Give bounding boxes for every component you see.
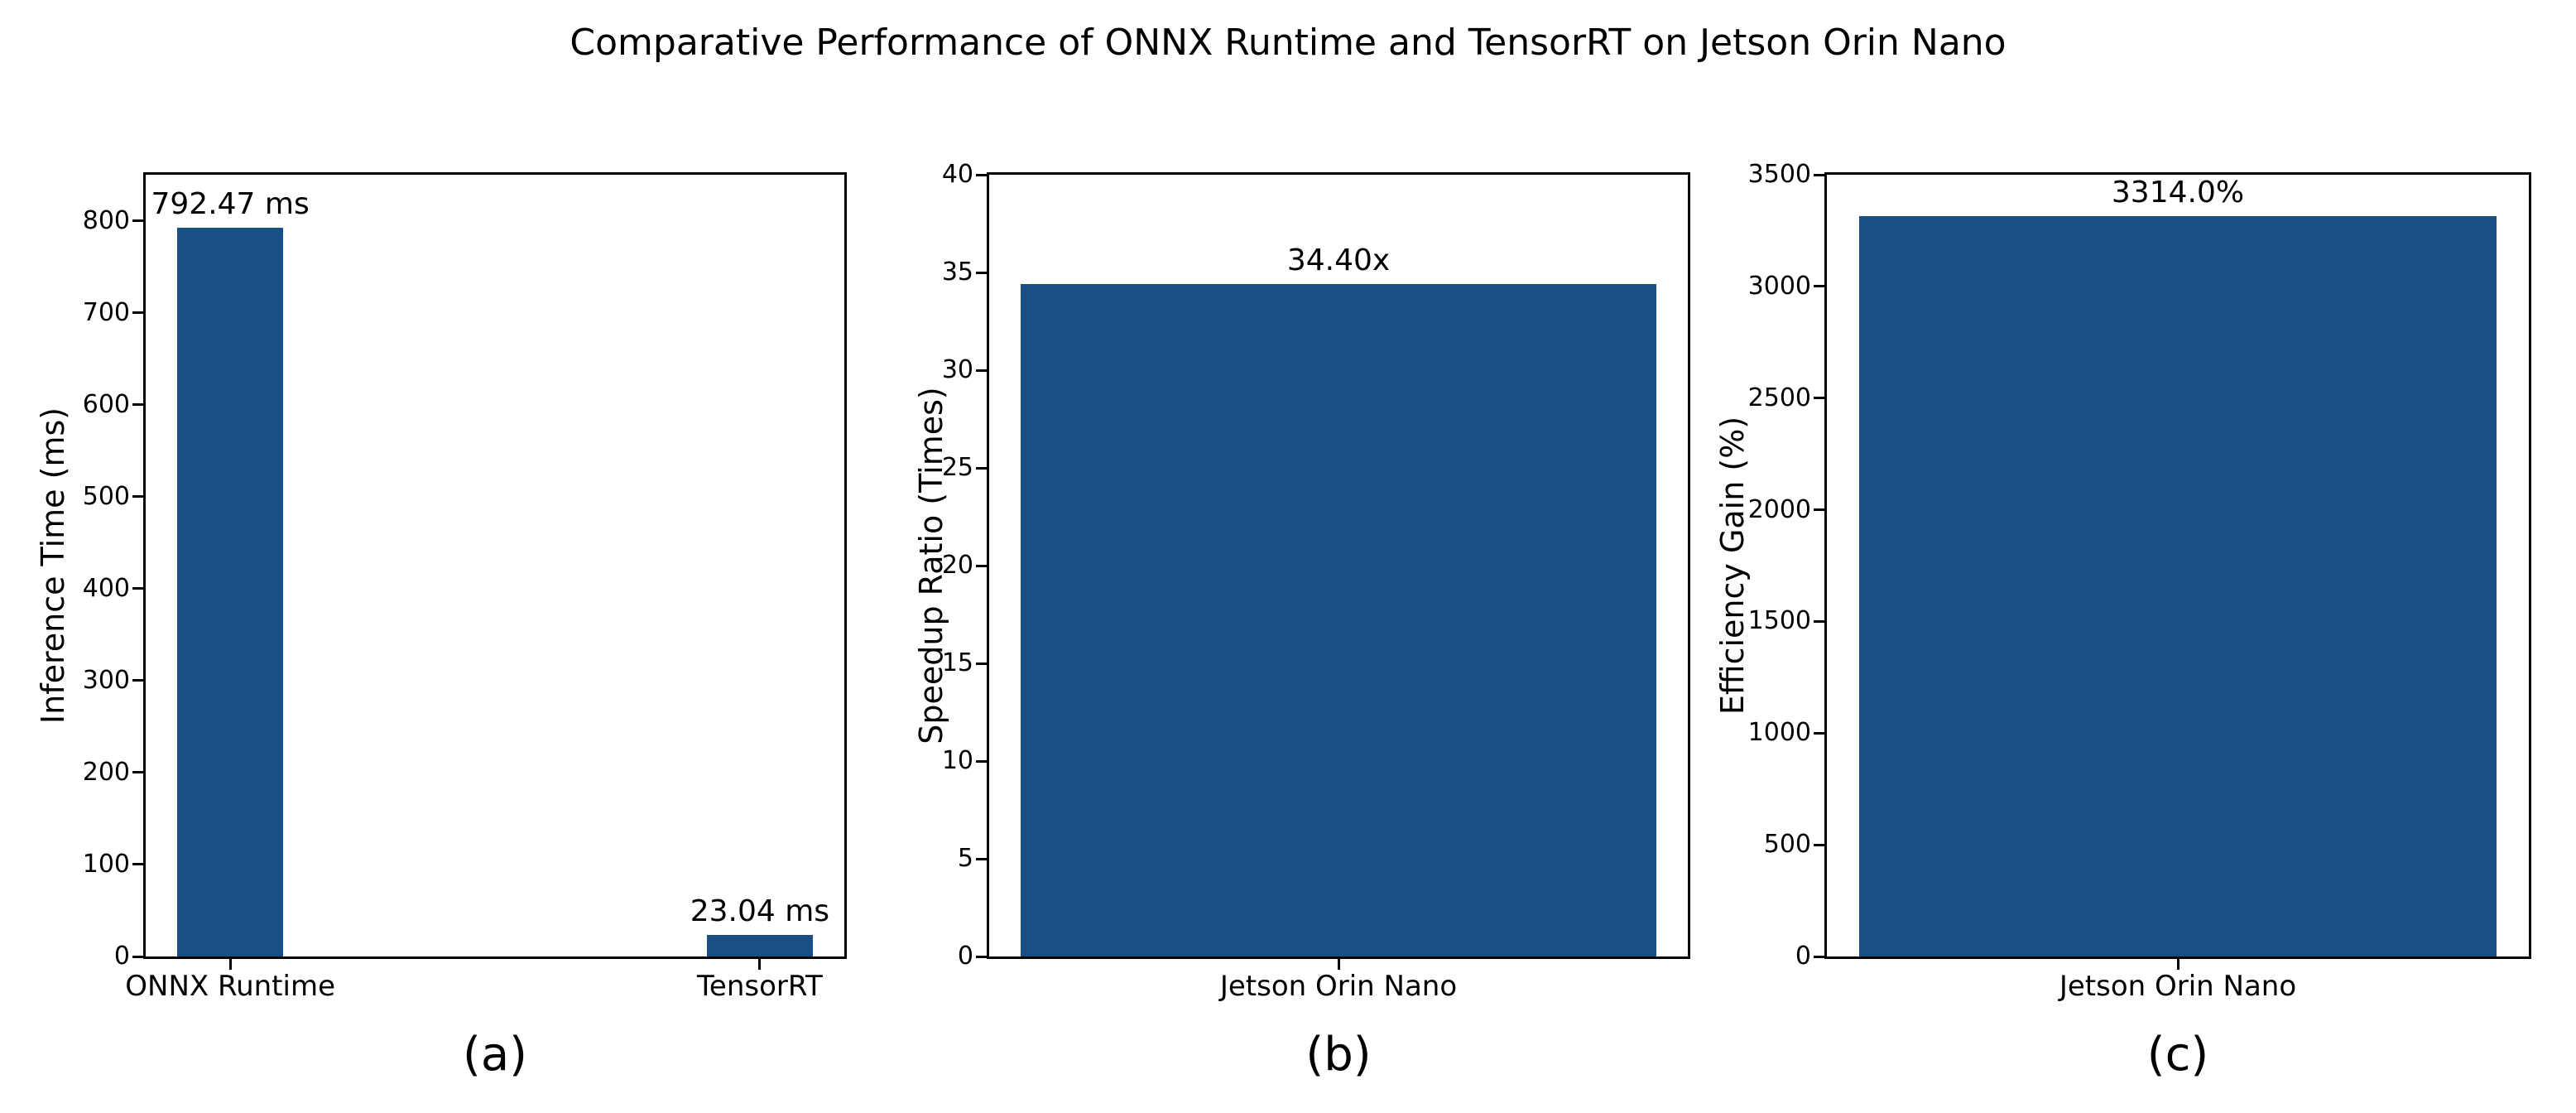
y-tick-mark xyxy=(132,311,143,315)
y-tick-mark xyxy=(976,564,987,567)
bar xyxy=(1021,284,1656,956)
bar-value-label: 792.47 ms xyxy=(151,186,310,221)
bar-value-label: 23.04 ms xyxy=(690,894,830,929)
subplot-c-letter: (c) xyxy=(2146,1028,2209,1082)
bar-value-label: 34.40x xyxy=(1286,243,1391,278)
y-tick-label: 800 xyxy=(82,205,130,235)
chart-title: Comparative Performance of ONNX Runtime … xyxy=(570,22,2006,64)
y-tick-label: 0 xyxy=(957,942,973,971)
x-tick-mark xyxy=(2176,959,2180,970)
subplot-a-letter: (a) xyxy=(462,1028,527,1082)
bar xyxy=(1858,216,2497,956)
y-tick-label: 20 xyxy=(941,551,973,580)
y-tick-mark xyxy=(132,679,143,682)
x-tick-mark xyxy=(1337,959,1340,970)
y-tick-mark xyxy=(976,955,987,958)
bar xyxy=(706,935,813,956)
y-tick-mark xyxy=(132,219,143,223)
x-tick-label: Jetson Orin Nano xyxy=(2059,970,2297,1003)
x-tick-label: Jetson Orin Nano xyxy=(1219,970,1458,1003)
y-tick-label: 500 xyxy=(1763,830,1811,860)
y-tick-mark xyxy=(1814,173,1824,176)
y-tick-mark xyxy=(1814,955,1824,958)
y-tick-label: 40 xyxy=(941,160,973,189)
y-tick-mark xyxy=(132,955,143,958)
bar-value-label: 3314.0% xyxy=(2111,176,2245,210)
x-tick-mark xyxy=(758,959,762,970)
subplot-c-plot-area: Efficiency Gain (%) (c) 0 500 1000 1500 2000… xyxy=(1714,160,2531,1082)
y-tick-mark xyxy=(1814,285,1824,288)
y-tick-mark xyxy=(132,495,143,499)
y-tick-mark xyxy=(976,271,987,274)
y-tick-mark xyxy=(976,173,987,176)
y-tick-mark xyxy=(1814,843,1824,846)
y-tick-label: 3000 xyxy=(1747,271,1811,301)
x-tick-label: TensorRT xyxy=(696,970,823,1003)
y-tick-label: 2500 xyxy=(1747,383,1811,412)
subplot-a-plot-area: Inference Time (ms) (a) 0 100 200 300 400 500… xyxy=(35,172,847,1082)
y-tick-label: 2000 xyxy=(1747,494,1811,524)
y-tick-label: 500 xyxy=(82,481,130,511)
subplot-c-y-axis-label: Efficiency Gain (%) xyxy=(1714,416,1751,716)
y-tick-label: 300 xyxy=(82,665,130,695)
y-tick-label: 5 xyxy=(957,844,973,873)
y-tick-mark xyxy=(976,466,987,470)
y-tick-mark xyxy=(976,369,987,372)
y-tick-mark xyxy=(132,863,143,866)
y-tick-mark xyxy=(132,587,143,590)
y-tick-mark xyxy=(976,759,987,763)
y-tick-mark xyxy=(976,857,987,860)
y-tick-mark xyxy=(976,662,987,665)
y-tick-label: 1500 xyxy=(1747,606,1811,636)
y-tick-label: 400 xyxy=(82,573,130,603)
y-tick-label: 30 xyxy=(941,355,973,384)
y-tick-label: 700 xyxy=(82,297,130,327)
y-tick-mark xyxy=(132,403,143,407)
y-tick-label: 200 xyxy=(82,757,130,787)
y-tick-label: 1000 xyxy=(1747,718,1811,748)
y-tick-mark xyxy=(1814,397,1824,400)
subplot-a-y-axis-label: Inference Time (ms) xyxy=(35,407,71,725)
y-tick-label: 100 xyxy=(82,849,130,879)
y-tick-label: 0 xyxy=(1795,942,1811,971)
y-tick-mark xyxy=(1814,508,1824,512)
y-tick-label: 25 xyxy=(941,453,973,482)
y-tick-mark xyxy=(1814,731,1824,735)
y-tick-label: 0 xyxy=(113,942,130,971)
subplot-b-plot-area: Speedup Ratio (Times) (b) 0 5 10 15 20 25 30 35… xyxy=(913,160,1690,1082)
y-tick-label: 600 xyxy=(82,389,130,419)
subplot-b-letter: (b) xyxy=(1305,1028,1372,1082)
x-tick-mark xyxy=(228,959,232,970)
y-tick-label: 35 xyxy=(941,258,973,287)
y-tick-label: 10 xyxy=(941,746,973,775)
y-tick-label: 3500 xyxy=(1747,160,1811,189)
bar xyxy=(176,227,284,956)
y-tick-mark xyxy=(1814,619,1824,623)
y-tick-mark xyxy=(132,771,143,774)
y-tick-label: 15 xyxy=(941,648,973,677)
x-tick-label: ONNX Runtime xyxy=(125,970,335,1003)
